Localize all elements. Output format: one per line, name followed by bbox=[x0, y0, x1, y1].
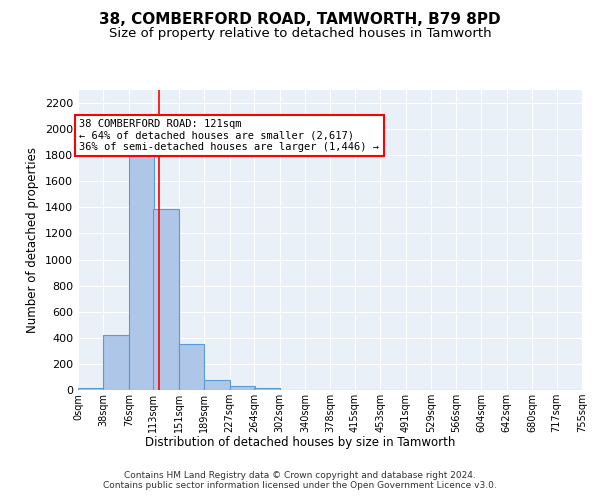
Text: Contains public sector information licensed under the Open Government Licence v3: Contains public sector information licen… bbox=[103, 482, 497, 490]
Bar bbox=[230, 386, 255, 390]
Text: Contains HM Land Registry data © Crown copyright and database right 2024.: Contains HM Land Registry data © Crown c… bbox=[124, 472, 476, 480]
Bar bbox=[103, 335, 129, 390]
Bar bbox=[204, 380, 230, 390]
Bar bbox=[78, 388, 103, 390]
Text: 38, COMBERFORD ROAD, TAMWORTH, B79 8PD: 38, COMBERFORD ROAD, TAMWORTH, B79 8PD bbox=[99, 12, 501, 28]
Text: Distribution of detached houses by size in Tamworth: Distribution of detached houses by size … bbox=[145, 436, 455, 449]
Bar bbox=[254, 388, 280, 390]
Bar bbox=[179, 344, 204, 390]
Bar bbox=[154, 208, 179, 390]
Text: Size of property relative to detached houses in Tamworth: Size of property relative to detached ho… bbox=[109, 28, 491, 40]
Text: 38 COMBERFORD ROAD: 121sqm
← 64% of detached houses are smaller (2,617)
36% of s: 38 COMBERFORD ROAD: 121sqm ← 64% of deta… bbox=[79, 118, 379, 152]
Bar bbox=[129, 155, 154, 390]
Y-axis label: Number of detached properties: Number of detached properties bbox=[26, 147, 40, 333]
